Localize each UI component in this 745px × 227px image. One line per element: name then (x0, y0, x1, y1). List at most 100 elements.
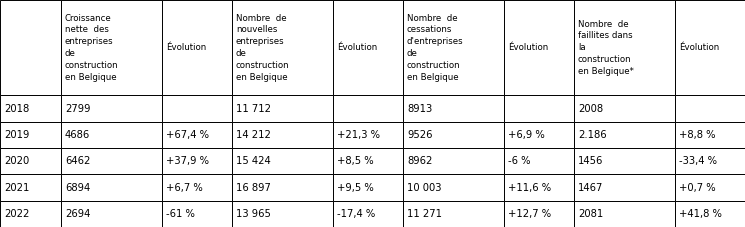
Bar (574, 148, 676, 174)
Text: +37,9 %: +37,9 % (166, 156, 209, 166)
Text: +41,8 %: +41,8 % (679, 209, 723, 219)
Text: Évolution: Évolution (337, 43, 378, 52)
Bar (574, 201, 676, 227)
Bar (162, 148, 232, 174)
Text: 1456: 1456 (578, 156, 603, 166)
Text: 11 712: 11 712 (236, 104, 271, 114)
Bar (333, 122, 403, 148)
Text: Évolution: Évolution (166, 43, 206, 52)
Bar (676, 122, 745, 148)
Text: 14 212: 14 212 (236, 130, 270, 140)
Bar (232, 201, 333, 227)
Bar (574, 95, 676, 122)
Text: 2021: 2021 (4, 183, 29, 192)
Bar (61, 201, 162, 227)
Bar (676, 201, 745, 227)
Bar (61, 122, 162, 148)
Text: 6894: 6894 (65, 183, 90, 192)
Bar (0, 95, 61, 122)
Bar (0, 0, 61, 95)
Text: +12,7 %: +12,7 % (508, 209, 551, 219)
Bar (574, 174, 676, 201)
Bar (232, 0, 333, 95)
Text: 2020: 2020 (4, 156, 29, 166)
Bar (504, 174, 574, 201)
Bar (574, 0, 676, 95)
Bar (162, 95, 232, 122)
Bar (574, 122, 676, 148)
Bar (504, 0, 574, 95)
Text: 6462: 6462 (65, 156, 90, 166)
Bar (232, 95, 333, 122)
Text: 2022: 2022 (4, 209, 29, 219)
Bar (504, 122, 574, 148)
Bar (232, 174, 333, 201)
Bar (333, 201, 403, 227)
Bar (61, 148, 162, 174)
Text: +6,9 %: +6,9 % (508, 130, 545, 140)
Text: 1467: 1467 (578, 183, 603, 192)
Bar (333, 0, 403, 95)
Bar (232, 148, 333, 174)
Text: +8,5 %: +8,5 % (337, 156, 374, 166)
Text: 8913: 8913 (407, 104, 432, 114)
Text: 8962: 8962 (407, 156, 432, 166)
Text: 9526: 9526 (407, 130, 432, 140)
Text: Nombre  de
faillites dans
la
construction
en Belgique*: Nombre de faillites dans la construction… (578, 20, 634, 76)
Text: 16 897: 16 897 (236, 183, 270, 192)
Text: Croissance
nette  des
entreprises
de
construction
en Belgique: Croissance nette des entreprises de cons… (65, 14, 118, 82)
Bar (676, 148, 745, 174)
Bar (676, 0, 745, 95)
Bar (0, 201, 61, 227)
Bar (676, 95, 745, 122)
Bar (403, 122, 504, 148)
Text: 2019: 2019 (4, 130, 29, 140)
Bar (504, 95, 574, 122)
Text: +21,3 %: +21,3 % (337, 130, 381, 140)
Text: +8,8 %: +8,8 % (679, 130, 716, 140)
Bar (403, 148, 504, 174)
Bar (403, 0, 504, 95)
Text: +9,5 %: +9,5 % (337, 183, 374, 192)
Bar (0, 148, 61, 174)
Text: +67,4 %: +67,4 % (166, 130, 209, 140)
Text: Évolution: Évolution (508, 43, 548, 52)
Bar (61, 0, 162, 95)
Text: Évolution: Évolution (679, 43, 720, 52)
Bar (0, 174, 61, 201)
Text: 4686: 4686 (65, 130, 90, 140)
Text: 2081: 2081 (578, 209, 603, 219)
Text: +6,7 %: +6,7 % (166, 183, 203, 192)
Bar (676, 174, 745, 201)
Bar (162, 201, 232, 227)
Text: 2694: 2694 (65, 209, 90, 219)
Bar (403, 95, 504, 122)
Bar (504, 148, 574, 174)
Bar (504, 201, 574, 227)
Text: 2799: 2799 (65, 104, 90, 114)
Bar (333, 95, 403, 122)
Bar (333, 148, 403, 174)
Bar (61, 95, 162, 122)
Bar (403, 174, 504, 201)
Text: -61 %: -61 % (166, 209, 195, 219)
Text: 2.186: 2.186 (578, 130, 606, 140)
Text: 2008: 2008 (578, 104, 603, 114)
Text: 2018: 2018 (4, 104, 29, 114)
Text: -17,4 %: -17,4 % (337, 209, 375, 219)
Bar (162, 0, 232, 95)
Text: 10 003: 10 003 (407, 183, 442, 192)
Bar (61, 174, 162, 201)
Text: 13 965: 13 965 (236, 209, 270, 219)
Text: +0,7 %: +0,7 % (679, 183, 716, 192)
Bar (333, 174, 403, 201)
Bar (0, 122, 61, 148)
Text: +11,6 %: +11,6 % (508, 183, 551, 192)
Bar (162, 174, 232, 201)
Bar (403, 201, 504, 227)
Text: 15 424: 15 424 (236, 156, 270, 166)
Text: Nombre  de
cessations
d'entreprises
de
construction
en Belgique: Nombre de cessations d'entreprises de co… (407, 14, 463, 82)
Text: 11 271: 11 271 (407, 209, 442, 219)
Text: -6 %: -6 % (508, 156, 531, 166)
Bar (162, 122, 232, 148)
